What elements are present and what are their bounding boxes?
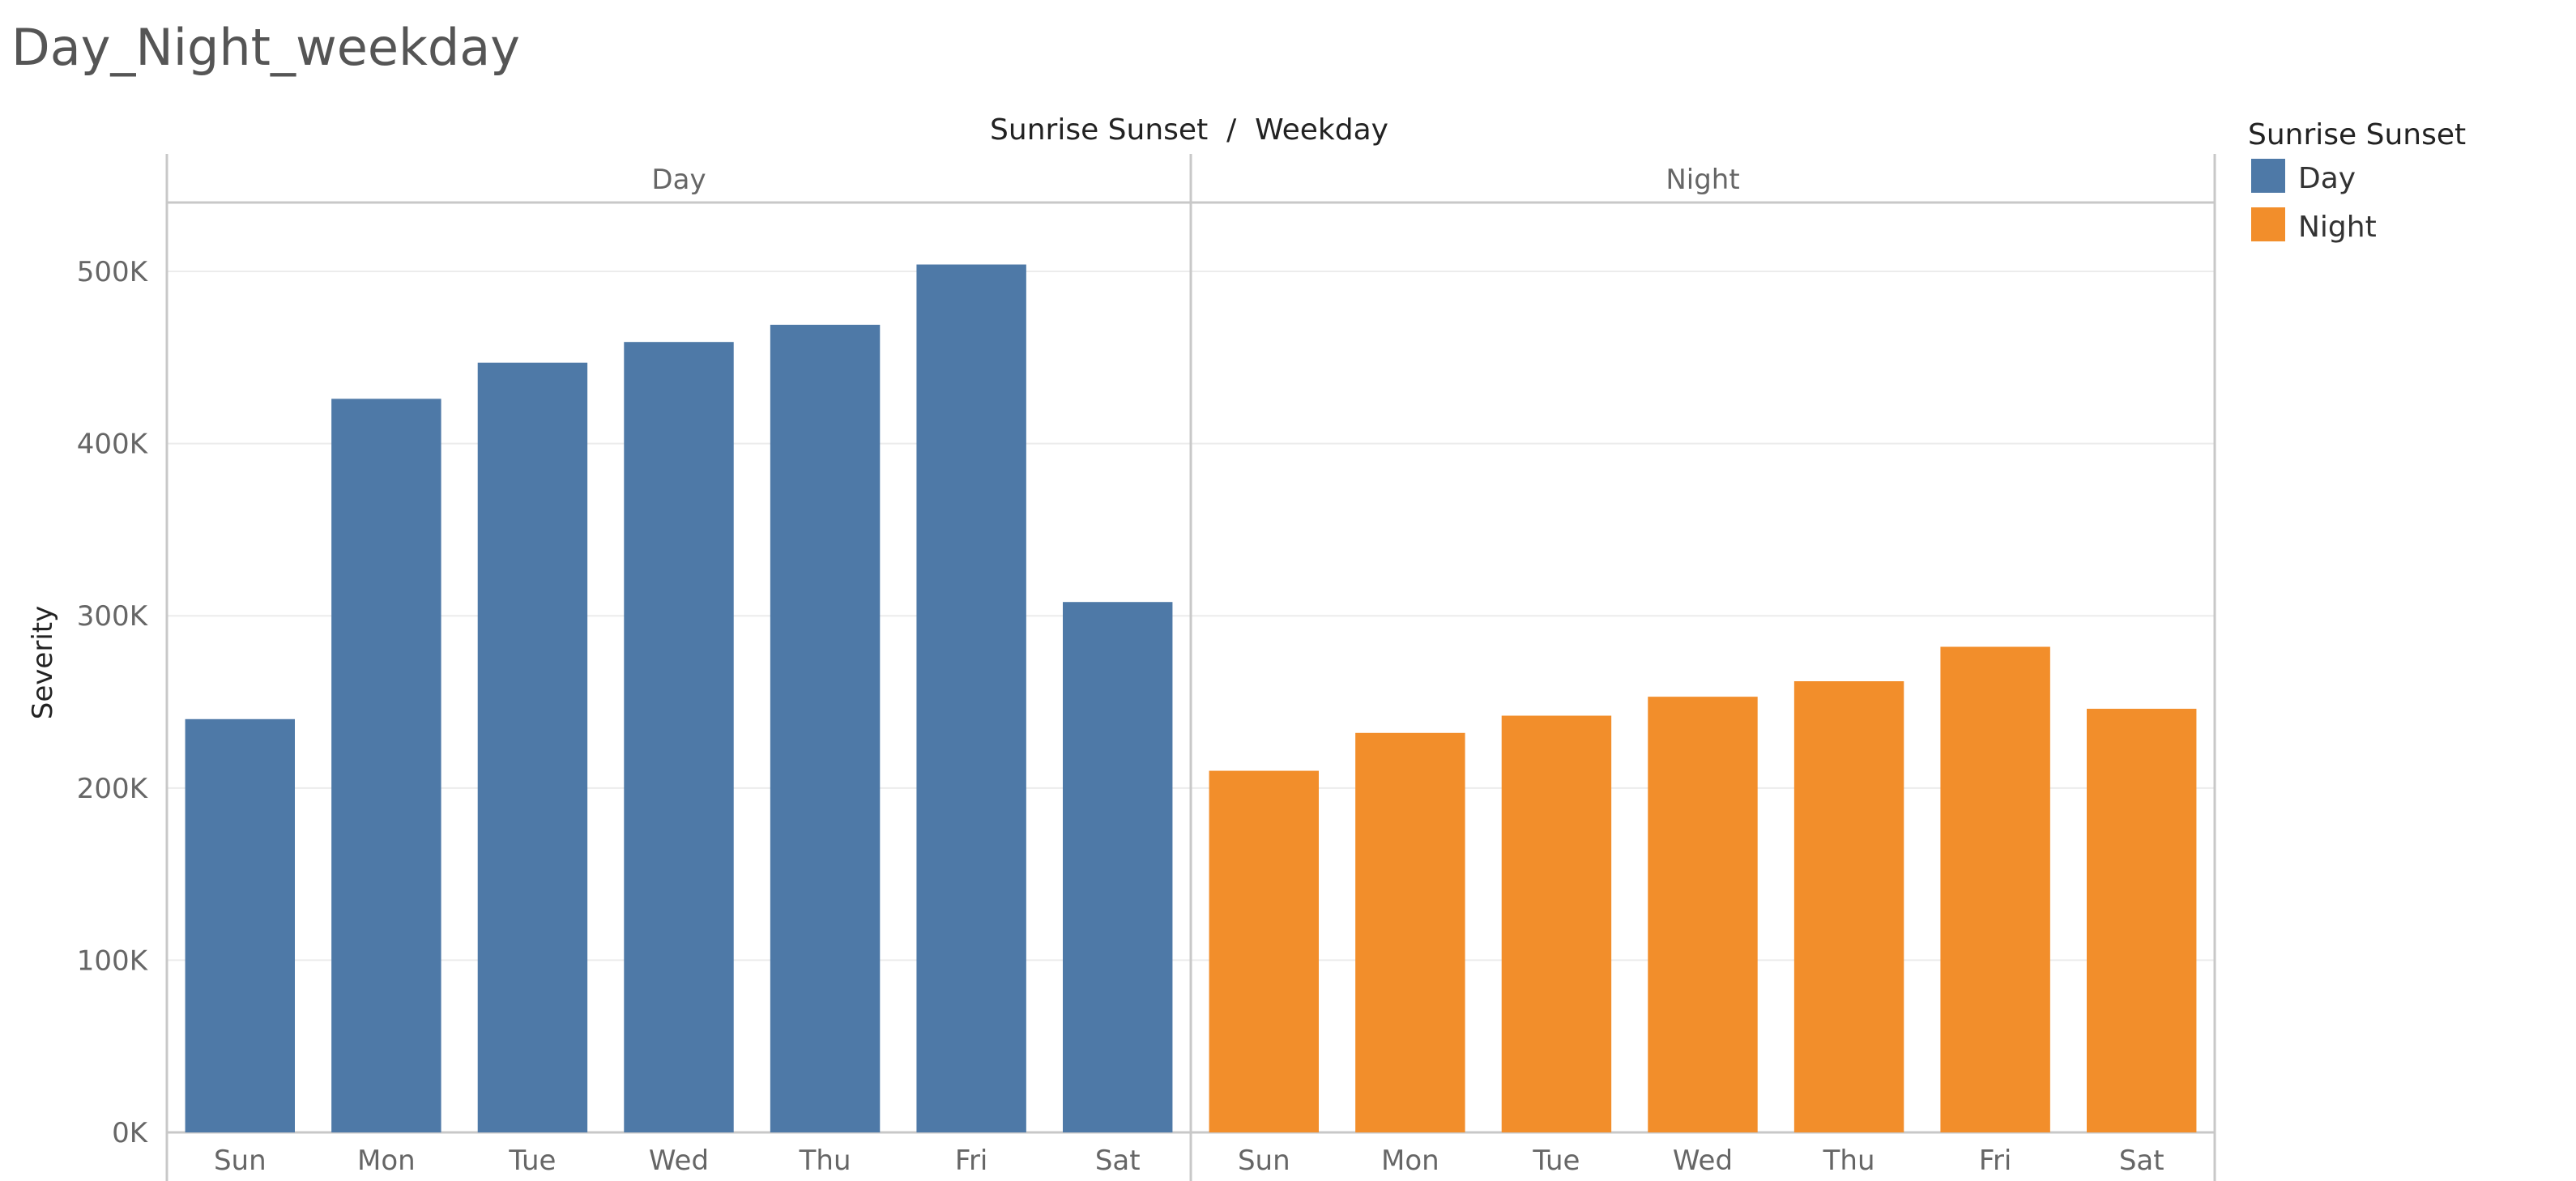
legend-label-day: Day bbox=[2298, 162, 2356, 195]
bars-group bbox=[185, 264, 2197, 1132]
legend-swatch-day bbox=[2251, 159, 2285, 193]
x-tick-label: Wed bbox=[649, 1145, 709, 1177]
bar-day-mon[interactable] bbox=[331, 399, 441, 1132]
x-tick-label: Wed bbox=[1673, 1145, 1733, 1177]
worksheet-title: Day_Night_weekday bbox=[11, 18, 520, 77]
legend-item-day[interactable]: Day bbox=[2251, 159, 2356, 195]
bar-night-tue[interactable] bbox=[1501, 715, 1612, 1132]
y-tick-label: 200K bbox=[77, 773, 149, 805]
bar-day-tue[interactable] bbox=[477, 362, 588, 1132]
x-tick-label: Sun bbox=[1238, 1145, 1290, 1177]
y-tick-label: 0K bbox=[112, 1117, 149, 1149]
x-tick-label: Sat bbox=[1095, 1145, 1141, 1177]
bar-day-sat[interactable] bbox=[1063, 602, 1173, 1132]
legend-swatch-night bbox=[2251, 207, 2285, 241]
legend: Sunrise Sunset Day Night bbox=[2248, 118, 2466, 244]
legend-label-night: Night bbox=[2298, 211, 2377, 244]
x-tick-label: Sat bbox=[2119, 1145, 2164, 1177]
x-tick-label: Fri bbox=[1979, 1145, 2012, 1177]
x-tick-label: Thu bbox=[1823, 1145, 1875, 1177]
bar-night-wed[interactable] bbox=[1648, 697, 1758, 1132]
bar-day-sun[interactable] bbox=[185, 718, 295, 1132]
bar-day-thu[interactable] bbox=[770, 324, 881, 1132]
y-tick-label: 400K bbox=[77, 428, 149, 461]
legend-title: Sunrise Sunset bbox=[2248, 118, 2466, 151]
x-tick-label: Tue bbox=[1532, 1145, 1580, 1177]
panel-header-day: Day bbox=[651, 164, 706, 196]
bar-night-sat[interactable] bbox=[2087, 709, 2197, 1132]
x-tick-labels: Sun Mon Tue Wed Thu Fri Sat Sun Mon Tue Wed Thu Fri S… bbox=[214, 1145, 2164, 1177]
bar-night-sun[interactable] bbox=[1209, 770, 1319, 1132]
frame-lines bbox=[165, 154, 2216, 1181]
y-axis-label: Severity bbox=[27, 606, 59, 719]
y-tick-label: 500K bbox=[77, 256, 149, 288]
y-tick-label: 300K bbox=[77, 600, 149, 633]
column-header-title: Sunrise Sunset / Weekday bbox=[990, 113, 1388, 147]
x-tick-label: Fri bbox=[955, 1145, 988, 1177]
bar-night-mon[interactable] bbox=[1355, 732, 1465, 1132]
panel-header-night: Night bbox=[1665, 164, 1739, 196]
x-tick-label: Thu bbox=[799, 1145, 851, 1177]
x-tick-label: Mon bbox=[1381, 1145, 1439, 1177]
x-tick-label: Sun bbox=[214, 1145, 267, 1177]
x-tick-label: Tue bbox=[508, 1145, 556, 1177]
x-tick-label: Mon bbox=[357, 1145, 416, 1177]
bar-day-wed[interactable] bbox=[624, 342, 734, 1132]
legend-item-night[interactable]: Night bbox=[2251, 207, 2377, 244]
bar-day-fri[interactable] bbox=[916, 264, 1026, 1132]
y-tick-labels: 0K 100K 200K 300K 400K 500K bbox=[77, 256, 149, 1149]
bar-night-thu[interactable] bbox=[1793, 681, 1904, 1132]
y-tick-label: 100K bbox=[77, 944, 149, 977]
bar-night-fri[interactable] bbox=[1940, 646, 2050, 1132]
